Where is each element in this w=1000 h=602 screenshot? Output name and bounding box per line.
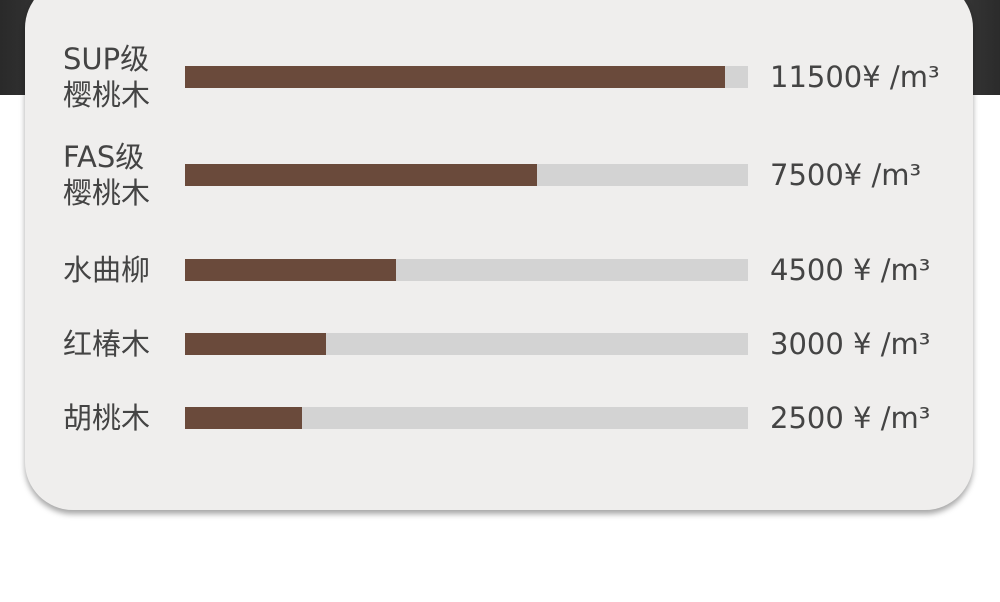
bar (185, 259, 397, 281)
category-label: SUP级 樱桃木 (63, 42, 151, 112)
bar (185, 66, 725, 88)
category-label: FAS级 樱桃木 (63, 140, 151, 210)
value-label: 4500 ¥ /m³ (770, 253, 931, 287)
bar-track (185, 333, 748, 355)
bar-track (185, 407, 748, 429)
value-label: 11500¥ /m³ (770, 60, 940, 94)
value-label: 2500 ¥ /m³ (770, 401, 931, 435)
category-label: 水曲柳 (63, 253, 151, 287)
bar (185, 333, 326, 355)
bar (185, 407, 303, 429)
value-label: 3000 ¥ /m³ (770, 327, 931, 361)
category-label: 胡桃木 (63, 401, 151, 435)
value-label: 7500¥ /m³ (770, 158, 922, 192)
bar (185, 164, 537, 186)
category-label: 红椿木 (63, 327, 151, 361)
